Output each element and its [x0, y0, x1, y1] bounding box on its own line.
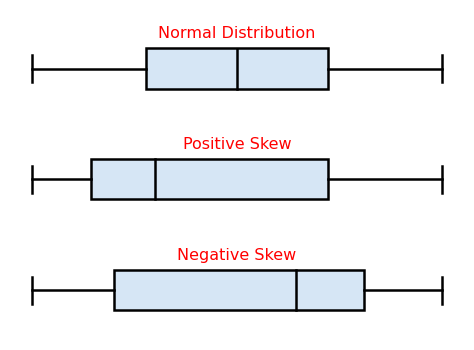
Bar [114, 270, 365, 310]
Text: Positive Skew: Positive Skew [182, 137, 292, 152]
Bar [146, 49, 328, 89]
Text: Normal Distribution: Normal Distribution [158, 26, 316, 41]
Bar [91, 159, 328, 199]
Text: Negative Skew: Negative Skew [177, 248, 297, 263]
